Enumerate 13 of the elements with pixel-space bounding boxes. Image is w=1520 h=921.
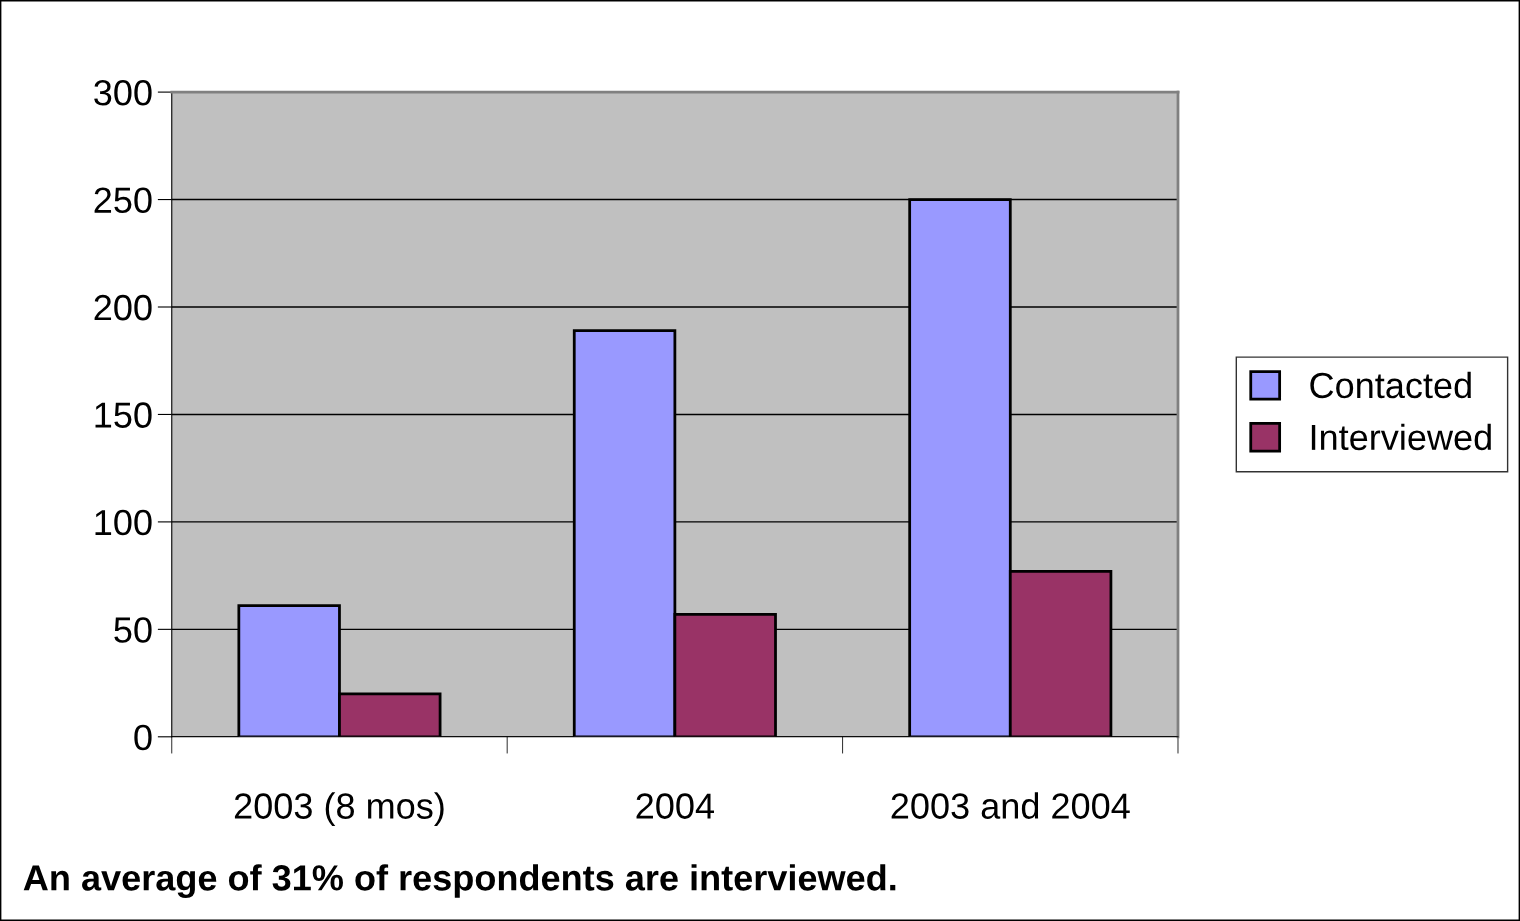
- legend-label: Interviewed: [1311, 423, 1491, 451]
- legend-label: Contacted: [1310, 371, 1471, 399]
- y-tick-label: 50: [114, 617, 152, 643]
- y-tick-label: 200: [94, 294, 152, 321]
- y-tick-label: 300: [94, 79, 152, 106]
- text: An average of 31% of respondents are interviewed.: [23, 864, 896, 898]
- y-tick-label: 100: [95, 509, 152, 536]
- x-tick-label: 2003 and 2004: [891, 792, 1130, 819]
- y-tick-label: 150: [95, 402, 152, 428]
- y-tick-label: 250: [94, 187, 152, 213]
- x-tick-label: 2003 (8 mos): [234, 792, 444, 826]
- y-tick-label: 0: [134, 724, 152, 751]
- x-tick-label: 2004: [636, 793, 714, 819]
